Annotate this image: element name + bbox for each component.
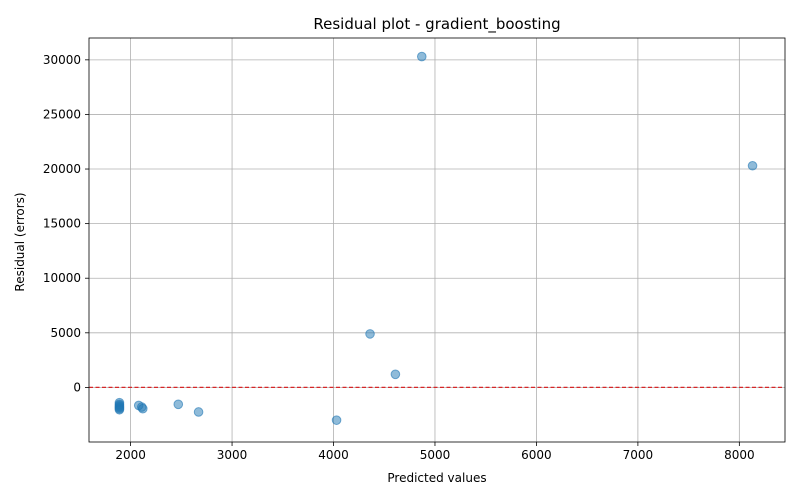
y-tick-label: 0 [73, 380, 81, 394]
x-tick-label: 4000 [318, 448, 349, 462]
y-tick-label: 20000 [43, 162, 81, 176]
data-point [390, 369, 401, 380]
data-point [193, 407, 204, 417]
y-axis-label: Residual (errors) [13, 192, 27, 291]
x-tick-label: 8000 [724, 448, 755, 462]
data-point [365, 329, 375, 339]
y-tick-label: 15000 [43, 217, 81, 231]
x-tick-label: 3000 [217, 448, 248, 462]
data-points [114, 51, 758, 425]
x-tick-label: 2000 [115, 448, 146, 462]
plot-area-frame [88, 37, 786, 443]
y-tick-label: 30000 [43, 53, 81, 67]
data-point [747, 160, 758, 171]
y-tick-label: 5000 [50, 326, 81, 340]
y-tick-label: 25000 [43, 107, 81, 121]
x-axis-ticks: 2000 3000 4000 5000 6000 7000 8000 [115, 442, 755, 462]
y-axis-ticks: 0 5000 10000 15000 20000 25000 30000 [43, 53, 89, 394]
data-point [416, 51, 427, 62]
gridlines [89, 38, 785, 442]
y-tick-label: 10000 [43, 271, 81, 285]
data-point [137, 403, 148, 414]
x-tick-label: 5000 [420, 448, 451, 462]
data-point [173, 399, 184, 410]
x-tick-label: 7000 [623, 448, 654, 462]
data-point [114, 404, 125, 415]
chart-title: Residual plot - gradient_boosting [313, 15, 560, 34]
x-axis-label: Predicted values [387, 471, 486, 485]
x-tick-label: 6000 [521, 448, 552, 462]
data-point [331, 415, 342, 425]
